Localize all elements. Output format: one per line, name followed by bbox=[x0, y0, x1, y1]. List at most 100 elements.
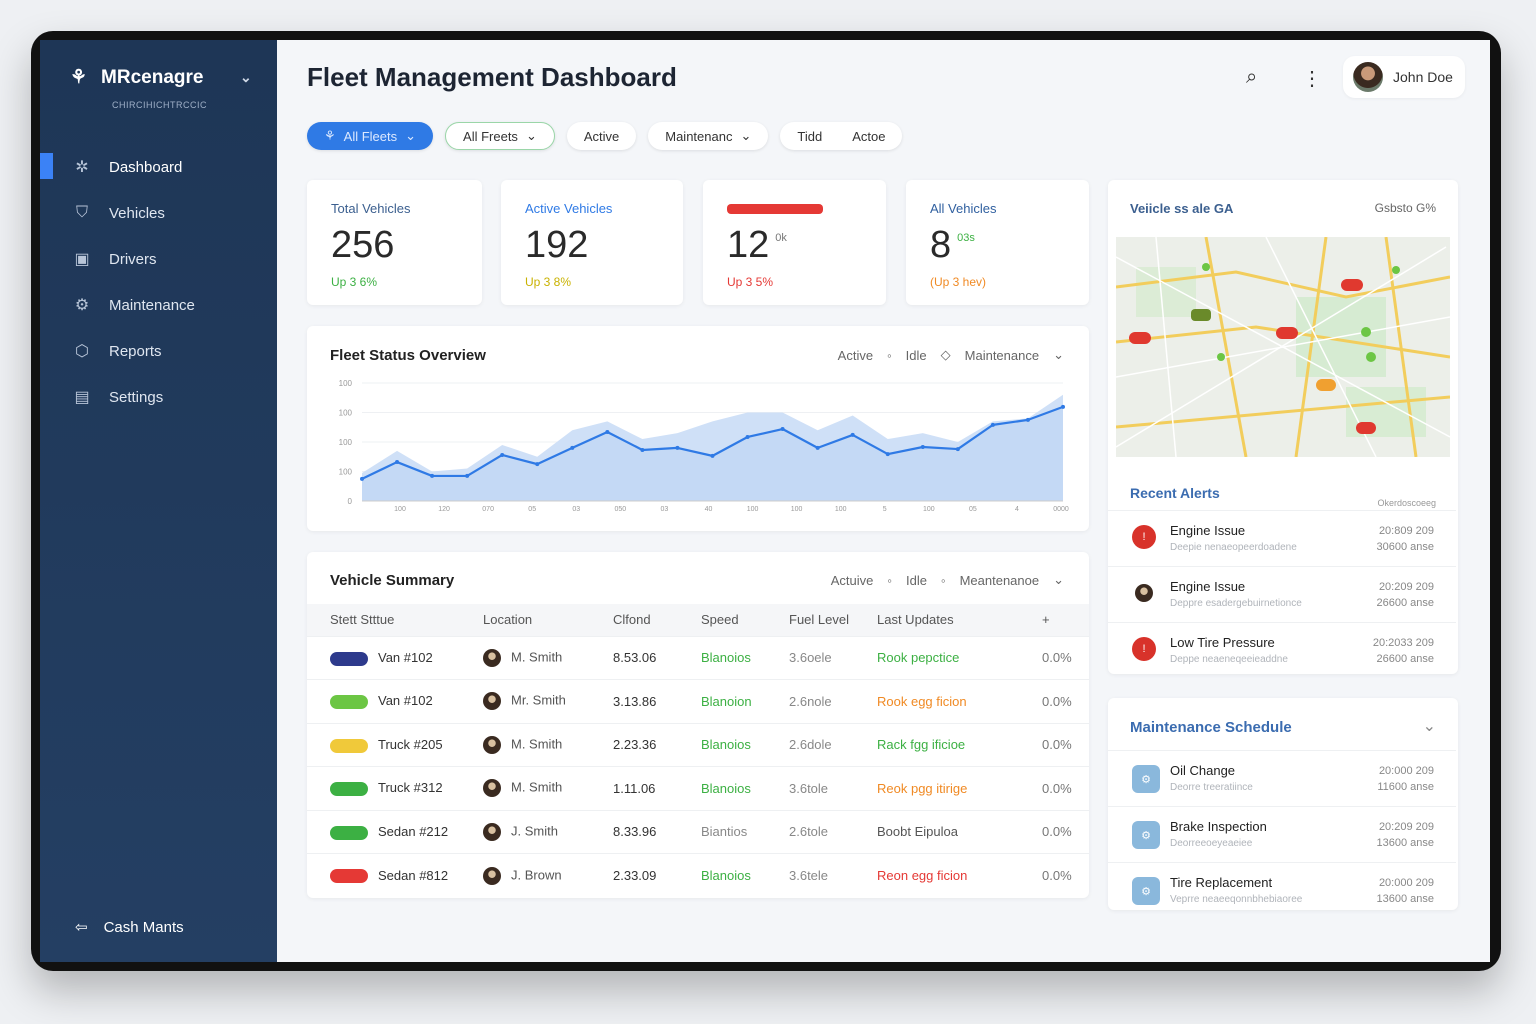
data-point bbox=[605, 429, 610, 434]
dot-icon: ◦ bbox=[887, 347, 892, 363]
map-marker[interactable] bbox=[1276, 327, 1298, 339]
filter-all-fleets[interactable]: ⚘ All Fleets ⌄ bbox=[307, 122, 434, 150]
item-time: 30600 anse bbox=[1376, 541, 1435, 553]
data-point bbox=[675, 445, 680, 450]
alert-item[interactable]: Engine Issue Deppre esadergebuirnetionce 2… bbox=[1108, 566, 1456, 622]
col-cond[interactable]: Clfond bbox=[590, 604, 678, 636]
chevron-down-icon[interactable]: ⌄ bbox=[1422, 718, 1436, 735]
data-point bbox=[920, 445, 925, 450]
maintenance-item[interactable]: ⚙ Tire Replacement Veprre neaeeqonnbhebiao… bbox=[1108, 862, 1456, 910]
filter-fleets-dropdown[interactable]: All Freets ⌄ bbox=[445, 122, 555, 150]
sidebar-item-settings[interactable]: ▤ Settings bbox=[40, 374, 277, 420]
data-point bbox=[395, 460, 400, 465]
vehicle-name: Van #102 bbox=[378, 693, 433, 709]
legend-maintenance[interactable]: Meantenanoe bbox=[959, 572, 1040, 588]
map-marker[interactable] bbox=[1356, 422, 1376, 434]
legend-active[interactable]: Active bbox=[837, 347, 874, 363]
last-updated: Rook pepctice bbox=[854, 635, 1019, 680]
sidebar-item-reports[interactable]: ⬡ Reports bbox=[40, 328, 277, 374]
chevron-down-icon[interactable]: ⌄ bbox=[1053, 347, 1064, 362]
y-tick-label: 100 bbox=[339, 438, 353, 447]
item-time: 26600 anse bbox=[1376, 597, 1435, 609]
dashboard-icon: ✲ bbox=[75, 159, 89, 176]
vehicle-name: Truck #205 bbox=[378, 736, 443, 752]
brand[interactable]: ⚘ MRcenagre ⌄ bbox=[70, 66, 252, 89]
data-point bbox=[745, 434, 750, 439]
x-tick-label: 05 bbox=[969, 506, 977, 513]
table-row[interactable]: Truck #312 M. Smith 1.11.06 Blanoios 3.6… bbox=[307, 766, 1089, 810]
chevron-down-icon[interactable]: ⌄ bbox=[240, 69, 252, 85]
vehicle-icon: ⛉ bbox=[75, 204, 88, 221]
map-marker[interactable] bbox=[1316, 379, 1336, 391]
sidebar-item-drivers[interactable]: ▣ Drivers bbox=[40, 236, 277, 282]
filter-idle-active[interactable]: Tidd Actoe bbox=[780, 122, 903, 150]
filter-maintenance[interactable]: Maintenanc ⌄ bbox=[648, 122, 769, 150]
map-marker[interactable] bbox=[1341, 279, 1363, 291]
table-row[interactable]: Van #102 Mr. Smith 3.13.86 Blanoion 2.6n… bbox=[307, 679, 1089, 723]
legend-idle[interactable]: Idle bbox=[906, 572, 927, 588]
col-location[interactable]: Location bbox=[460, 604, 590, 636]
stat-change: Up 3 5% bbox=[727, 275, 774, 289]
speed-value: Blanoios bbox=[678, 635, 766, 680]
data-point bbox=[360, 476, 364, 481]
table-row[interactable]: Sedan #812 J. Brown 2.33.09 Blanoios 3.6… bbox=[307, 853, 1089, 897]
table-row[interactable]: Truck #205 M. Smith 2.23.36 Blanoios 2.6… bbox=[307, 722, 1089, 767]
x-tick-label: 5 bbox=[883, 506, 887, 513]
sidebar-footer-link[interactable]: ⇦ Cash Mants bbox=[75, 918, 184, 937]
last-updated: Rook egg ficion bbox=[854, 679, 1019, 723]
map-marker[interactable] bbox=[1191, 309, 1211, 321]
diamond-icon: ◇ bbox=[940, 347, 951, 362]
x-tick-label: 100 bbox=[791, 506, 803, 513]
legend-active[interactable]: Actuive bbox=[830, 572, 874, 588]
data-point bbox=[815, 445, 820, 450]
item-date: 20:209 209 bbox=[1378, 581, 1434, 593]
brand-name: MRcenagre bbox=[101, 66, 204, 88]
add-column-icon[interactable]: + bbox=[1019, 604, 1089, 636]
warning-icon: ! bbox=[1132, 525, 1156, 549]
driver-avatar bbox=[1132, 581, 1156, 605]
vehicle-name: Truck #312 bbox=[378, 780, 443, 796]
chevron-down-icon[interactable]: ⌄ bbox=[1053, 572, 1064, 587]
user-menu[interactable]: John Doe bbox=[1343, 56, 1465, 98]
legend-maintenance[interactable]: Maintenance bbox=[964, 347, 1040, 363]
sidebar-item-dashboard[interactable]: ✲ Dashboard bbox=[40, 144, 277, 190]
alert-item[interactable]: ! Engine Issue Deepie nenaeopeerdoadene 20:… bbox=[1108, 510, 1456, 566]
x-tick-label: 100 bbox=[394, 506, 406, 513]
maintenance-item[interactable]: ⚙ Brake Inspection Deorreeoeyeaeiee 20:209 … bbox=[1108, 806, 1456, 862]
col-fuel[interactable]: Fuel Level bbox=[766, 604, 854, 636]
alerts-subtitle: Okerdoscoeeg bbox=[1377, 498, 1436, 508]
item-date: 20:000 209 bbox=[1378, 765, 1434, 777]
stat-change: (Up 3 hev) bbox=[930, 275, 987, 289]
more-vertical-icon[interactable]: ⋮ bbox=[1302, 68, 1322, 90]
fuel-value: 2.6tole bbox=[766, 809, 854, 854]
col-speed[interactable]: Speed bbox=[678, 604, 766, 636]
stat-label: All Vehicles bbox=[930, 201, 997, 216]
logo-icon: ⚘ bbox=[70, 67, 88, 88]
col-last-updated[interactable]: Last Updates bbox=[854, 604, 1019, 636]
percent-value: 0.0% bbox=[1019, 853, 1089, 897]
stat-card-active: Active Vehicles 192 Up 3 8% bbox=[501, 180, 683, 305]
search-icon[interactable]: ⌕ bbox=[1246, 66, 1258, 88]
percent-value: 0.0% bbox=[1019, 722, 1089, 767]
maintenance-card: Maintenance Schedule ⌄ ⚙ Oil Change Deorre… bbox=[1108, 698, 1458, 910]
speed-value: Biantios bbox=[678, 809, 766, 854]
filter-active[interactable]: Active bbox=[566, 122, 637, 150]
sidebar-item-vehicles[interactable]: ⛉ Vehicles bbox=[40, 190, 277, 236]
section-title: Vehicle Summary bbox=[330, 572, 455, 589]
item-title: Low Tire Pressure bbox=[1170, 635, 1275, 650]
report-icon: ⬡ bbox=[75, 343, 89, 360]
table-row[interactable]: Sedan #212 J. Smith 8.33.96 Biantios 2.6… bbox=[307, 809, 1089, 854]
table-row[interactable]: Van #102 M. Smith 8.53.06 Blanoios 3.6oe… bbox=[307, 635, 1089, 680]
sidebar-item-maintenance[interactable]: ⚙ Maintenance bbox=[40, 282, 277, 328]
fleet-icon: ⚘ bbox=[324, 128, 336, 143]
driver-name: M. Smith bbox=[511, 736, 563, 752]
vehicle-map[interactable] bbox=[1116, 237, 1450, 457]
col-status[interactable]: Stett Stttue bbox=[307, 604, 460, 636]
maintenance-item[interactable]: ⚙ Oil Change Deorre treeratiince 20:000 209… bbox=[1108, 750, 1456, 806]
alert-item[interactable]: ! Low Tire Pressure Deppe neaeneqeeieaddne… bbox=[1108, 622, 1456, 674]
map-status: Gsbsto G% bbox=[1374, 201, 1436, 215]
legend-idle[interactable]: Idle bbox=[905, 347, 927, 363]
item-time: 13600 anse bbox=[1376, 893, 1435, 905]
item-time: 26600 anse bbox=[1376, 653, 1435, 665]
map-marker[interactable] bbox=[1129, 332, 1151, 344]
